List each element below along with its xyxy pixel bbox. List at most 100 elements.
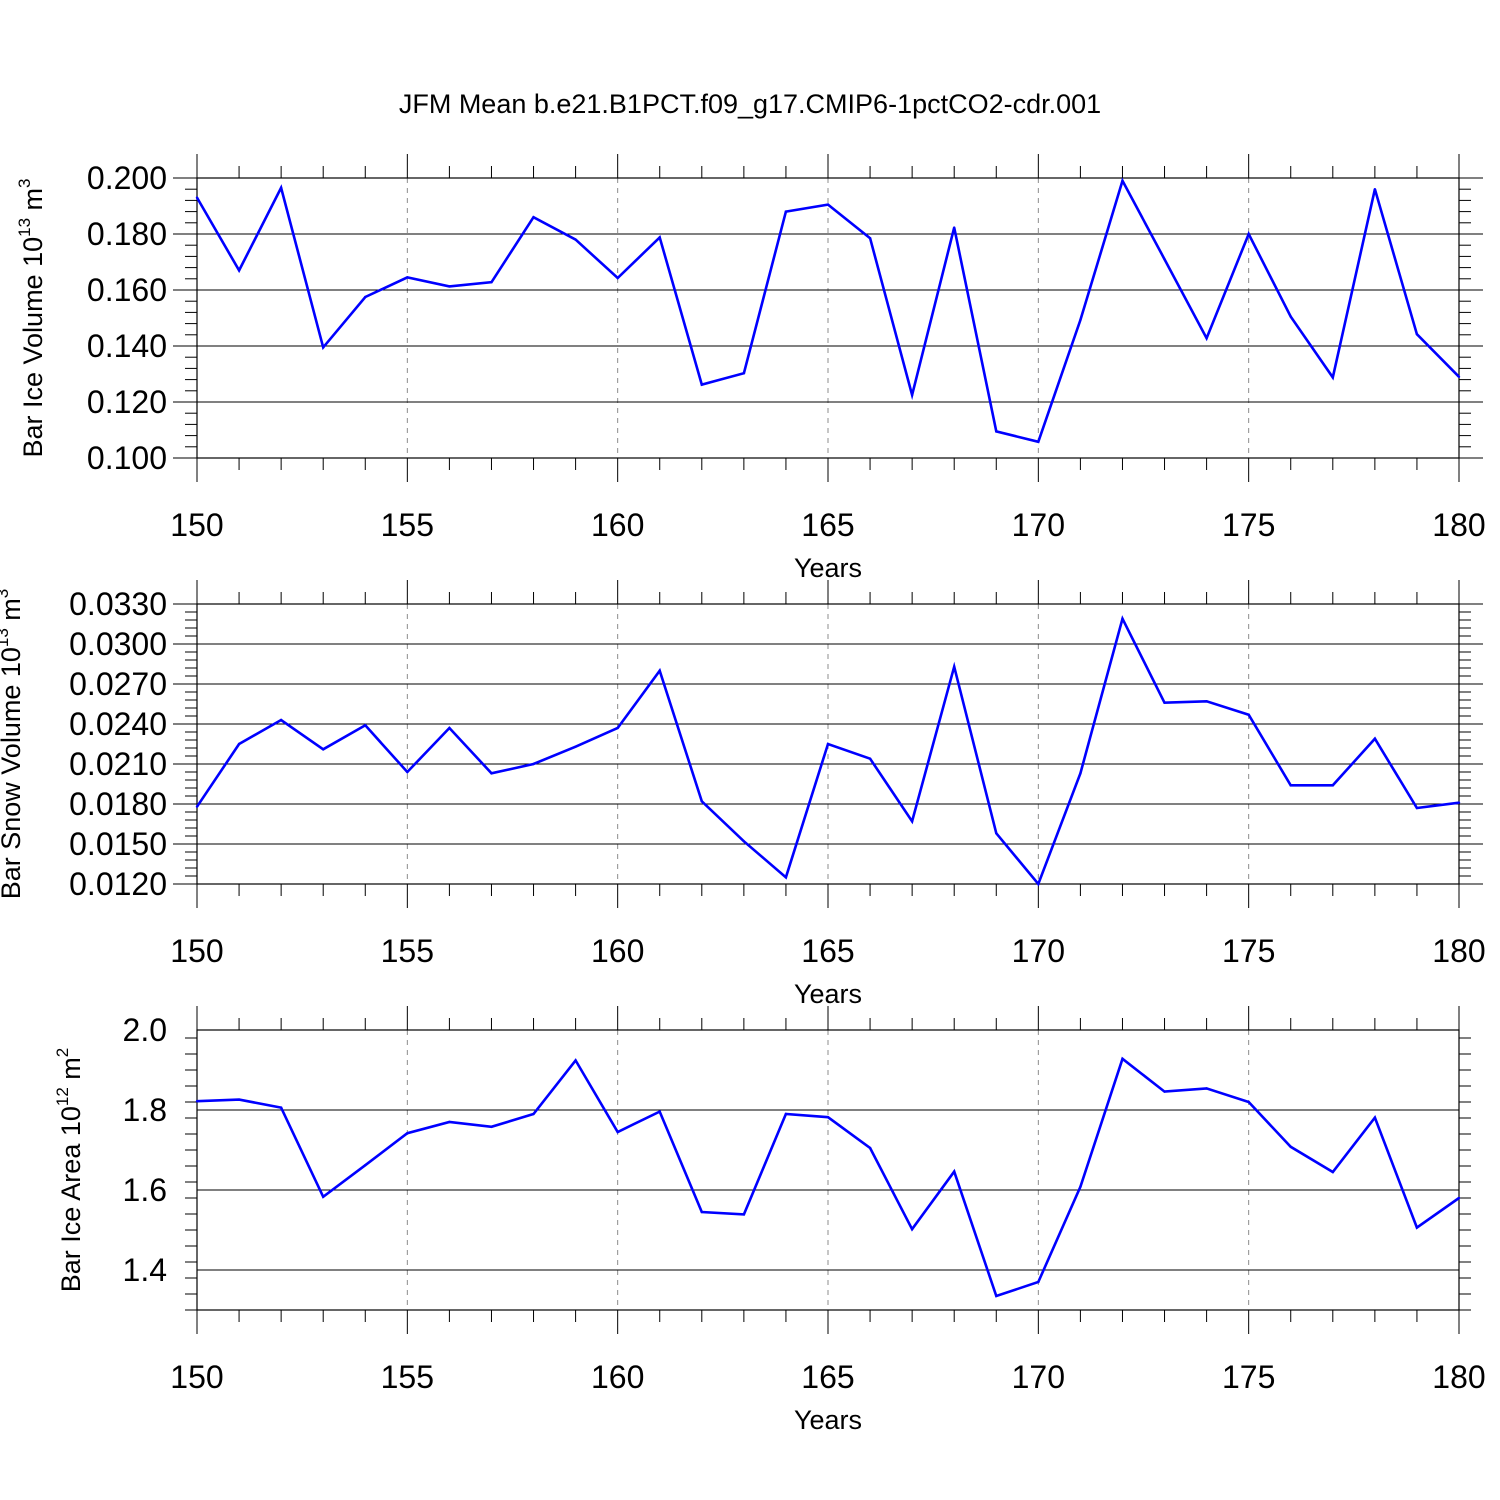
y-axis-label-text: m: [56, 1057, 86, 1087]
data-point: [658, 236, 661, 239]
y-axis-label-text: Bar Snow Volume 10: [0, 647, 26, 899]
x-tick-label: 155: [381, 1359, 434, 1395]
data-point: [1457, 1196, 1461, 1200]
data-point: [616, 726, 619, 730]
data-point: [1457, 375, 1461, 378]
data-point: [658, 669, 661, 672]
data-point: [1247, 232, 1250, 236]
y-tick-label: 2.0: [123, 1012, 167, 1048]
data-point: [742, 371, 746, 375]
x-axis-label: Years: [794, 979, 862, 1009]
data-point: [995, 430, 998, 433]
data-point: [1415, 333, 1419, 336]
data-point: [1205, 700, 1208, 703]
data-point: [1331, 1170, 1335, 1174]
data-point: [406, 770, 409, 774]
data-point: [1373, 737, 1377, 740]
y-tick-label: 0.0300: [69, 626, 167, 662]
data-point: [868, 1146, 872, 1150]
data-point: [826, 742, 830, 746]
data-point: [195, 1100, 199, 1103]
y-tick-label: 0.0270: [69, 666, 167, 702]
data-point: [237, 1098, 241, 1101]
data-point: [448, 726, 451, 730]
data-point: [784, 876, 788, 879]
data-point: [910, 820, 914, 823]
y-axis-label-superscript: 13: [0, 628, 12, 647]
data-point: [322, 1195, 325, 1199]
data-point: [1037, 440, 1040, 443]
x-tick-label: 160: [591, 933, 644, 969]
x-tick-label: 180: [1432, 507, 1485, 543]
data-point: [406, 1132, 409, 1135]
data-point: [1415, 806, 1419, 810]
panels: 150 155 160 165 170 175 180 0.100 0.120 0.140 0.16…: [0, 154, 1486, 1435]
data-point: [1205, 1087, 1208, 1090]
data-point: [237, 742, 241, 746]
data-point: [490, 1125, 493, 1129]
data-point: [1373, 188, 1377, 191]
y-axis-label-superscript: 3: [0, 589, 12, 598]
data-point: [1289, 784, 1292, 787]
data-point: [616, 276, 619, 280]
data-point: [448, 1120, 451, 1124]
data-point: [574, 1059, 577, 1062]
x-tick-label: 155: [381, 933, 434, 969]
x-tick-label: 170: [1012, 507, 1065, 543]
data-point: [574, 745, 577, 748]
panel-1: 150 155 160 165 170 175 180 0.100 0.120 0.140 0.16…: [15, 154, 1486, 583]
data-point: [1205, 336, 1208, 340]
x-tick-label: 180: [1432, 933, 1485, 969]
data-point: [364, 295, 367, 299]
x-axis-label: Years: [794, 553, 862, 583]
y-axis-label: Bar Ice Area 1012 m2: [53, 1048, 86, 1293]
y-tick-label: 0.140: [87, 328, 167, 364]
x-tick-label: 175: [1222, 933, 1275, 969]
data-point: [322, 346, 325, 349]
data-point: [1247, 713, 1250, 716]
data-point: [1247, 1100, 1250, 1104]
y-tick-label: 0.0330: [69, 586, 167, 622]
data-point: [574, 238, 577, 241]
data-point: [910, 393, 914, 397]
data-point: [1289, 315, 1292, 318]
data-point: [1331, 376, 1335, 379]
y-axis-label-superscript: 3: [15, 178, 34, 187]
data-point: [364, 1164, 367, 1167]
y-axis-label: Bar Snow Volume 1013 m3: [0, 589, 26, 900]
data-point: [742, 840, 746, 843]
data-point: [364, 724, 367, 727]
y-tick-label: 1.4: [123, 1252, 167, 1288]
data-point: [1373, 1116, 1377, 1119]
data-point: [910, 1228, 914, 1231]
data-point: [1079, 772, 1082, 775]
panel-3: 150 155 160 165 170 175 180 1.4 1.6 1.8 2.0 Years Ba…: [53, 1006, 1486, 1435]
data-point: [1037, 882, 1040, 886]
data-point: [1163, 1090, 1166, 1093]
x-tick-label: 175: [1222, 1359, 1275, 1395]
y-axis-label-superscript: 12: [53, 1087, 72, 1106]
y-axis-label-superscript: 13: [15, 218, 34, 237]
data-point: [1037, 1280, 1040, 1284]
data-point: [826, 1116, 830, 1119]
data-point: [1121, 1057, 1124, 1061]
y-tick-label: 0.200: [87, 160, 167, 196]
y-tick-label: 1.8: [123, 1092, 167, 1128]
x-tick-label: 150: [170, 1359, 223, 1395]
data-point: [532, 1112, 535, 1116]
y-axis-label-text: Bar Ice Volume 10: [18, 237, 48, 458]
x-tick-label: 165: [801, 933, 854, 969]
x-tick-label: 150: [170, 933, 223, 969]
data-point: [532, 762, 535, 766]
data-point: [1163, 701, 1166, 704]
data-point: [953, 226, 956, 229]
data-point: [658, 1110, 661, 1113]
y-axis-label-text: m: [0, 598, 26, 628]
x-tick-label: 150: [170, 507, 223, 543]
data-point: [1163, 258, 1166, 261]
data-point: [953, 1170, 956, 1173]
x-tick-label: 155: [381, 507, 434, 543]
data-point: [1079, 1185, 1082, 1189]
data-point: [1331, 784, 1335, 787]
